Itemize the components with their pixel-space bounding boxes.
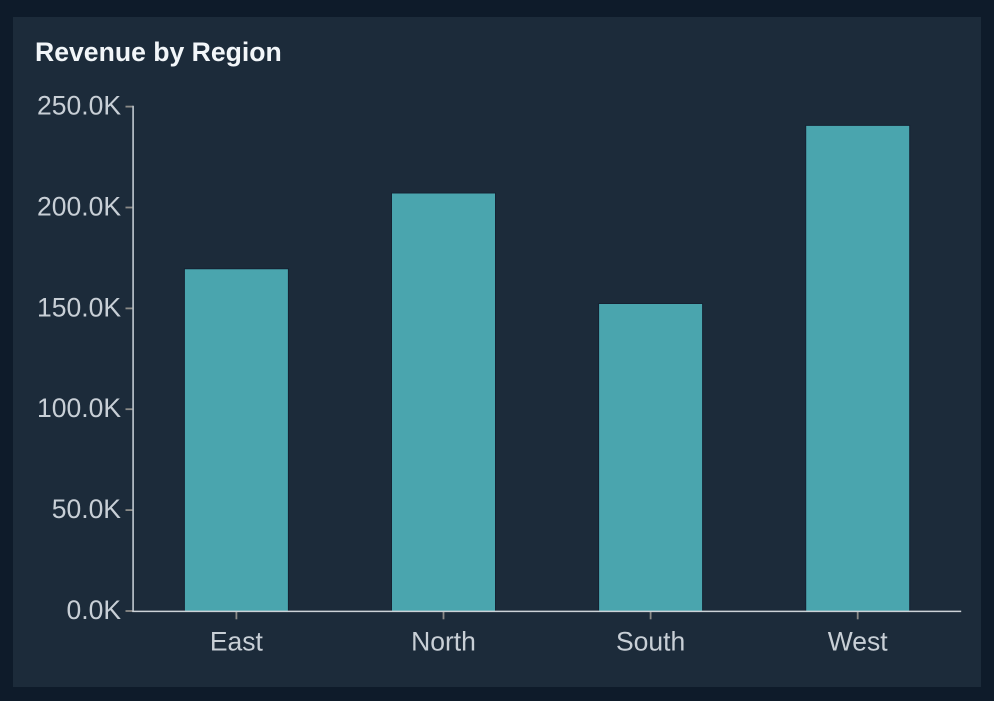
svg-text:Revenue by Region: Revenue by Region (35, 37, 282, 67)
svg-text:North: North (411, 626, 476, 656)
svg-text:South: South (616, 626, 685, 656)
svg-text:250.0K: 250.0K (37, 91, 121, 121)
svg-text:100.0K: 100.0K (37, 393, 121, 423)
svg-text:150.0K: 150.0K (37, 292, 121, 322)
svg-text:200.0K: 200.0K (37, 192, 121, 222)
svg-text:West: West (828, 626, 889, 656)
svg-text:50.0K: 50.0K (52, 494, 122, 524)
svg-text:East: East (210, 626, 264, 656)
svg-text:0.0K: 0.0K (66, 595, 121, 625)
